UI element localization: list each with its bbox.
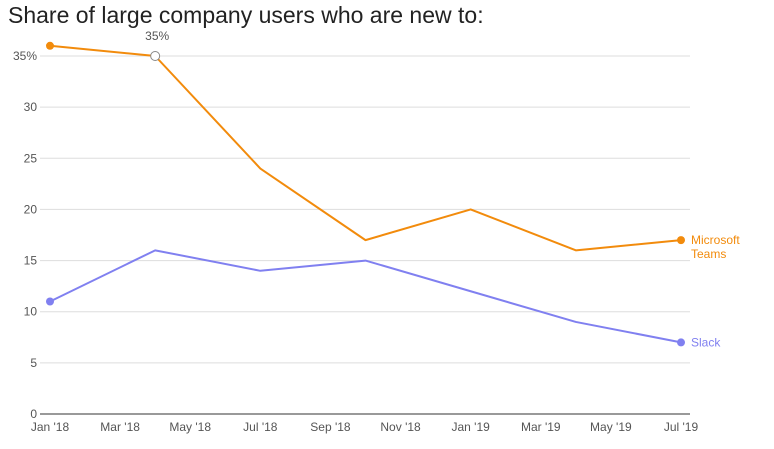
chart-title: Share of large company users who are new… xyxy=(8,2,484,28)
series-line xyxy=(49,249,682,344)
x-tick-label: Nov '18 xyxy=(380,420,421,434)
x-tick-label: Mar '18 xyxy=(100,420,140,434)
y-tick-label: 10 xyxy=(24,305,38,319)
x-tick-label: Mar '19 xyxy=(521,420,561,434)
annotation-label: 35% xyxy=(145,29,169,43)
x-tick-label: Jan '19 xyxy=(452,420,491,434)
series-line xyxy=(49,44,682,252)
data-point xyxy=(46,41,54,50)
x-tick-label: Jan '18 xyxy=(31,420,70,434)
y-tick-label: 5 xyxy=(30,356,37,370)
x-axis-ticks: Jan '18 Mar '18 May '18 Jul '18 Sep '18 Nov '… xyxy=(31,420,699,434)
series-end-label: Microsoft Teams xyxy=(691,233,740,261)
series-lines: Microsoft Teams Slack xyxy=(46,41,740,349)
annotations: 35% xyxy=(145,29,169,61)
gridlines xyxy=(40,55,690,415)
x-tick-label: Jul '18 xyxy=(243,420,278,434)
y-tick-label: 20 xyxy=(24,202,38,216)
y-axis-ticks: 0 5 10 15 20 25 30 35% xyxy=(13,49,37,421)
x-tick-label: Jul '19 xyxy=(664,420,699,434)
series-end-label: Slack xyxy=(691,335,721,349)
data-point xyxy=(677,236,685,245)
y-tick-label: 25 xyxy=(24,151,38,165)
x-tick-label: May '19 xyxy=(590,420,632,434)
data-point xyxy=(46,297,54,306)
y-tick-label: 30 xyxy=(24,100,38,114)
y-tick-label: 15 xyxy=(24,254,38,268)
x-tick-label: Sep '18 xyxy=(310,420,351,434)
y-tick-label: 35% xyxy=(13,49,37,63)
annotation-marker xyxy=(150,51,161,61)
y-tick-label: 0 xyxy=(30,407,37,421)
x-tick-label: May '18 xyxy=(169,420,211,434)
data-point xyxy=(677,338,685,347)
